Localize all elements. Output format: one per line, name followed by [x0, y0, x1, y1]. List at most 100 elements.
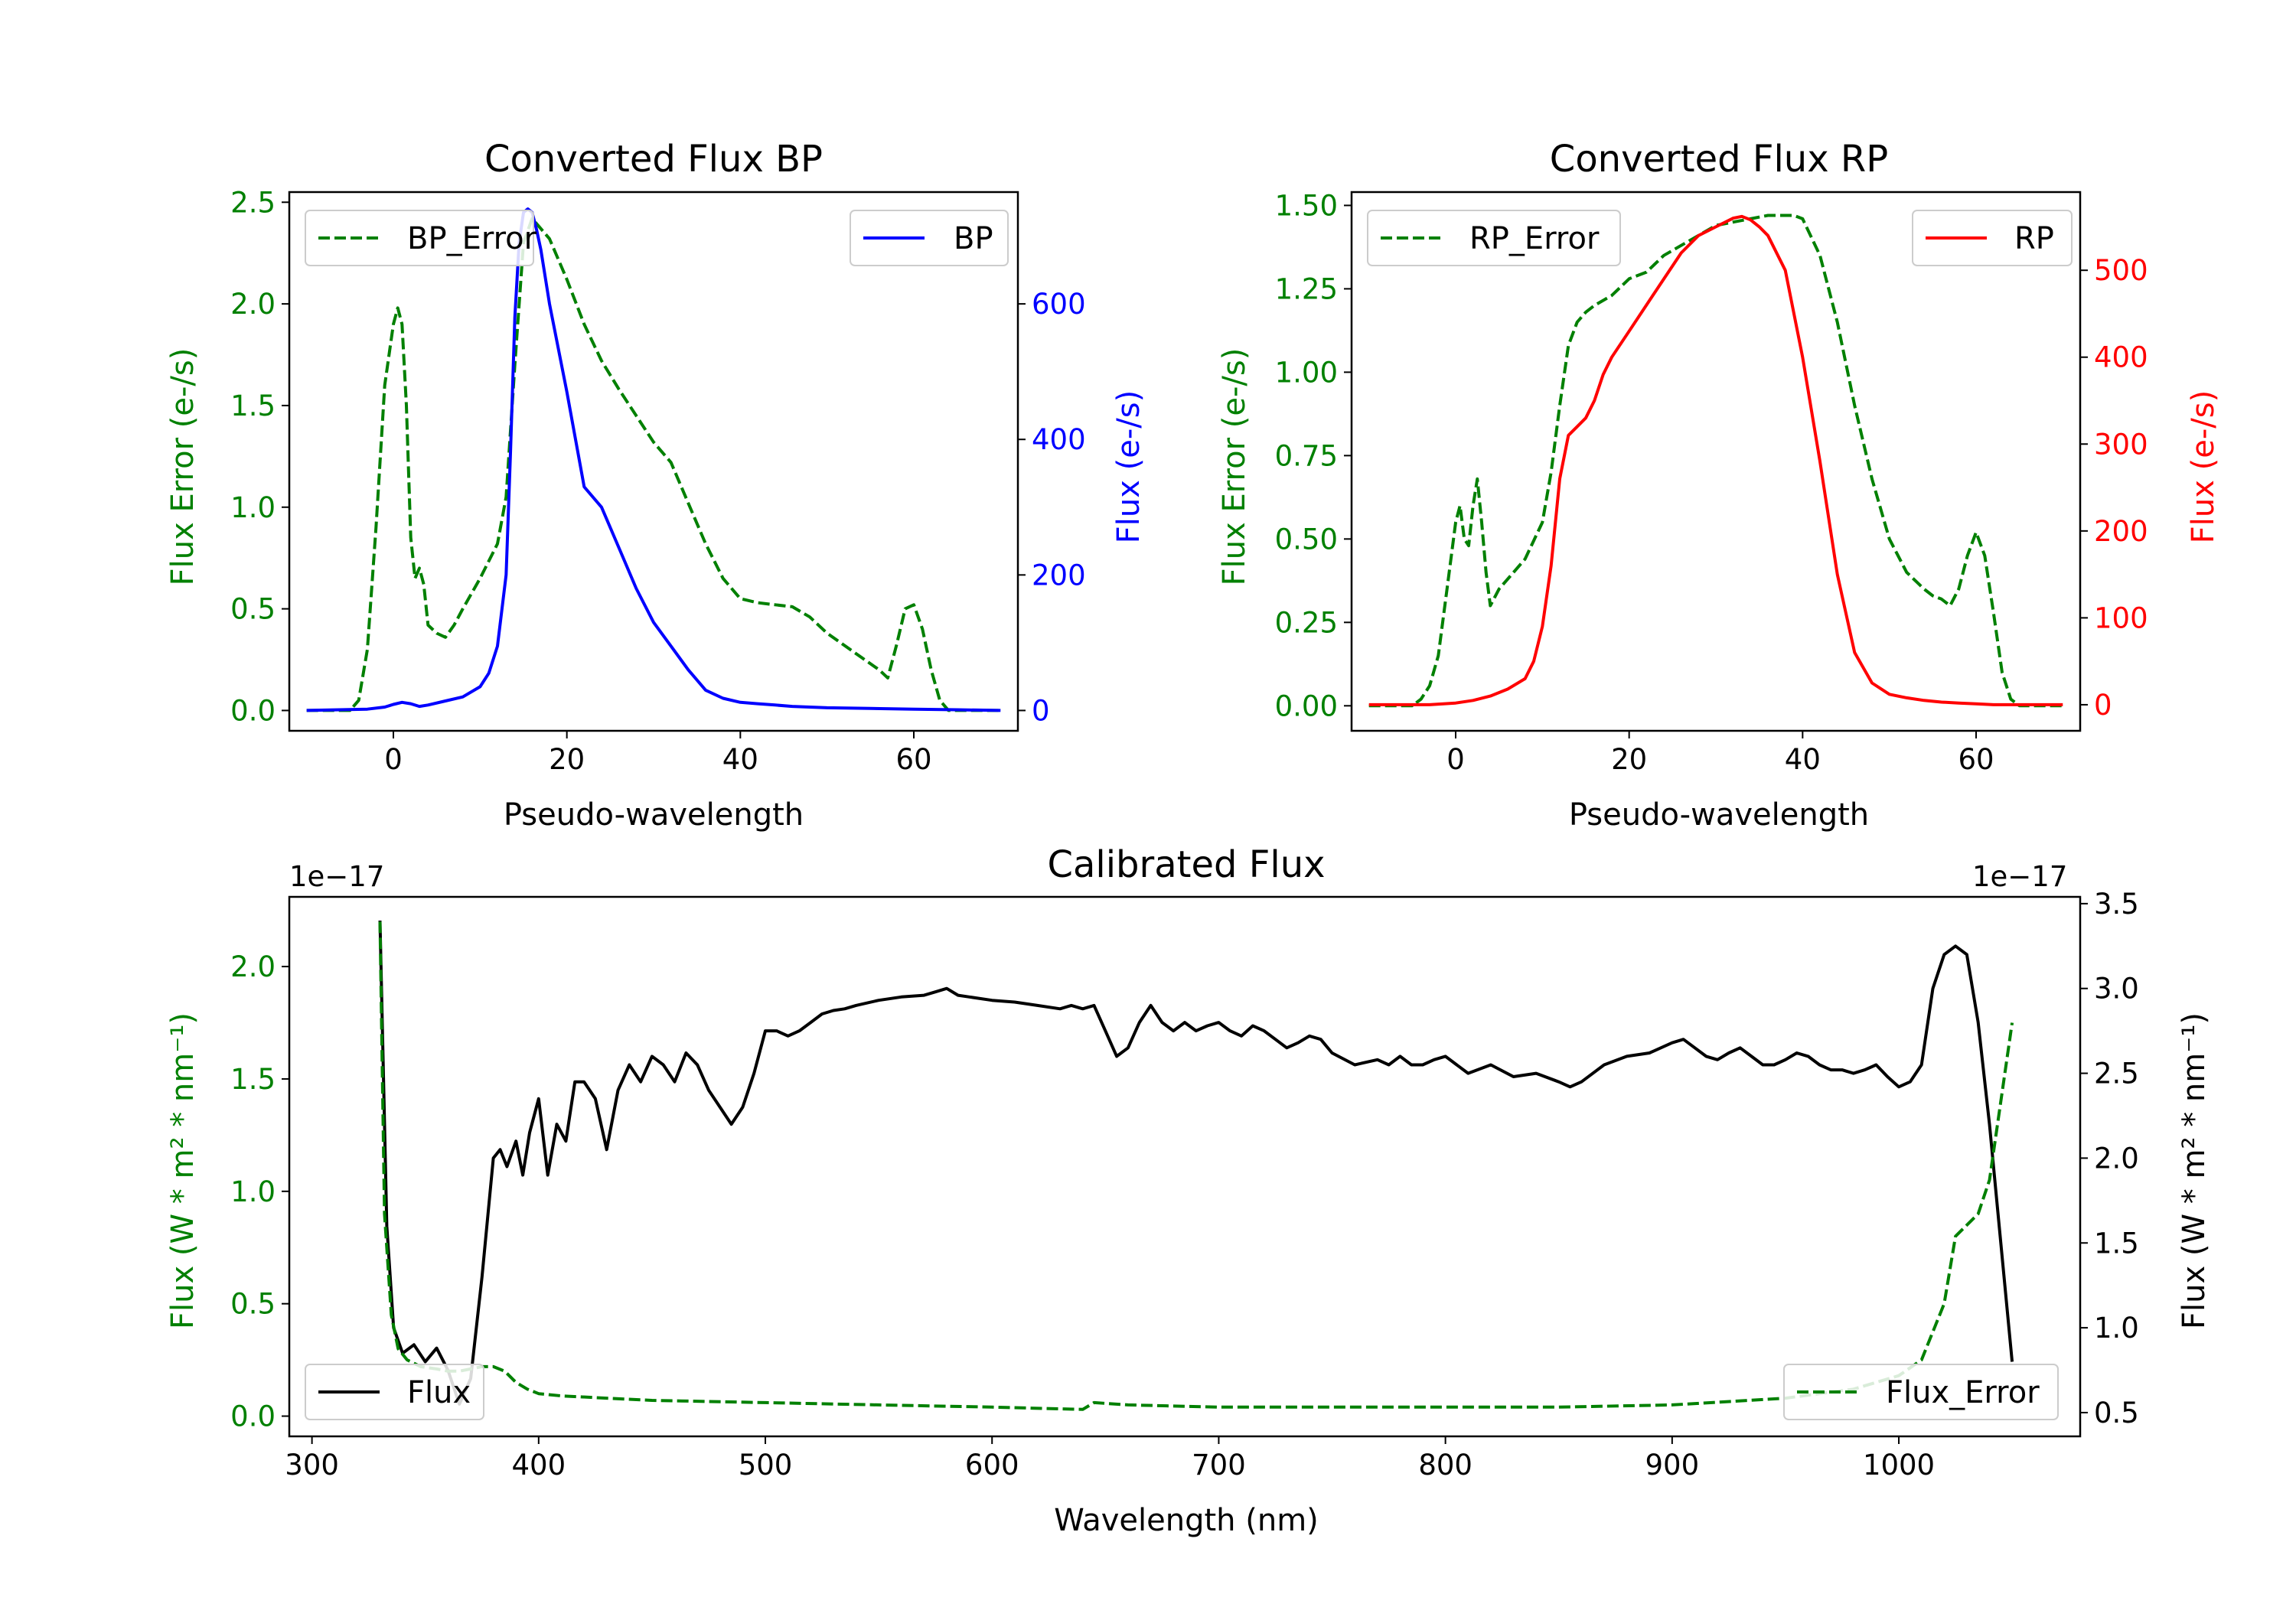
y2-tick-label: 2.5	[2094, 1058, 2139, 1090]
legend-label: BP_Error	[407, 221, 537, 256]
x-tick-label: 20	[549, 743, 585, 776]
x-tick-label: 600	[965, 1449, 1019, 1482]
y2-tick-label: 300	[2094, 428, 2148, 461]
legend-box	[305, 1364, 484, 1420]
x-tick-label: 60	[1958, 743, 1994, 776]
legend-right: BP	[850, 210, 1009, 266]
y-tick-label: 1.0	[230, 491, 276, 524]
y-axis-label-left: Flux (W * m² * nm⁻¹)	[165, 1012, 201, 1329]
x-tick-label: 20	[1611, 743, 1647, 776]
legend-label: Flux	[407, 1375, 471, 1410]
series-line-flux-error	[378, 921, 2014, 1411]
legend-box	[1367, 210, 1621, 266]
legend-label: RP_Error	[1469, 221, 1600, 256]
series-line-flux	[378, 920, 2014, 1406]
x-tick-label: 0	[384, 743, 403, 776]
y2-tick-label: 2.0	[2094, 1142, 2139, 1175]
x-tick-label: 800	[1418, 1449, 1473, 1482]
chart-title: Converted Flux BP	[484, 138, 823, 181]
axes-frame	[1350, 191, 2082, 732]
legend-box	[1912, 210, 2073, 266]
x-tick-label: 500	[739, 1449, 793, 1482]
x-axis-label: Pseudo-wavelength	[504, 797, 804, 833]
panel-converted-flux-bp: Converted Flux BP 0 20 40 60 0.0 0.5 1.0 1.5 2.…	[165, 138, 1146, 833]
x-axis-label: Pseudo-wavelength	[1569, 797, 1869, 833]
y2-tick-label: 1.0	[2094, 1312, 2139, 1345]
y2-tick-label: 600	[1032, 288, 1086, 321]
y-ticks-right: 0.5 1.0 1.5 2.0 2.5 3.0 3.5	[2080, 888, 2139, 1429]
axes-frame	[288, 191, 1019, 732]
y2-tick-label: 3.0	[2094, 973, 2139, 1006]
y-tick-label: 0.0	[230, 1400, 276, 1433]
series-line-rp-error	[1368, 214, 2063, 708]
plot-area	[288, 895, 2082, 1438]
axes-frame	[288, 895, 2082, 1438]
y-axis-label-left: Flux Error (e-/s)	[165, 348, 201, 586]
y-tick-label: 1.5	[230, 390, 276, 422]
panel-converted-flux-rp: Converted Flux RP 0 20 40 60 0.000.250.500.…	[1217, 138, 2221, 833]
legend-left: Flux	[305, 1364, 484, 1420]
y-tick-label: 0.75	[1275, 439, 1338, 472]
x-ticks: 300 400 500 600 700 800 900 1000	[285, 1436, 1935, 1482]
x-tick-label: 60	[895, 743, 931, 776]
y2-tick-label: 3.5	[2094, 888, 2139, 921]
legend-left: RP_Error	[1367, 210, 1621, 266]
x-axis-label: Wavelength (nm)	[1054, 1503, 1319, 1538]
x-ticks: 0 20 40 60	[1446, 731, 1994, 776]
x-tick-label: 40	[1785, 743, 1821, 776]
y-axis-label-right: Flux (e-/s)	[1111, 390, 1146, 543]
chart-title: Calibrated Flux	[1047, 843, 1325, 886]
y-tick-label: 0.5	[230, 593, 276, 626]
y-tick-label: 0.5	[230, 1288, 276, 1321]
y2-tick-label: 500	[2094, 254, 2148, 287]
y-tick-label: 0.0	[230, 694, 276, 727]
y-ticks-left: 0.0 0.5 1.0 1.5 2.0	[230, 950, 289, 1433]
y2-tick-label: 400	[1032, 423, 1086, 456]
x-tick-label: 300	[285, 1449, 339, 1482]
legend-right: Flux_Error	[1783, 1364, 2059, 1420]
y-tick-label: 0.00	[1275, 689, 1338, 722]
y-axis-label-left: Flux Error (e-/s)	[1217, 348, 1252, 586]
legend-label: RP	[2014, 221, 2054, 256]
series-line-bp	[306, 207, 1001, 712]
plot-area	[288, 191, 1019, 732]
legend-label: Flux_Error	[1886, 1375, 2040, 1410]
y-tick-label: 1.25	[1275, 272, 1338, 305]
x-tick-label: 0	[1446, 743, 1465, 776]
series-line-rp	[1368, 214, 2063, 706]
plot-area	[1350, 191, 2082, 732]
y2-tick-label: 0.5	[2094, 1397, 2139, 1429]
y2-tick-label: 100	[2094, 601, 2148, 634]
y-offset-right: 1e−17	[1972, 860, 2067, 893]
y-tick-label: 0.25	[1275, 606, 1338, 639]
y2-tick-label: 0	[1032, 694, 1050, 727]
legend-box	[850, 210, 1009, 266]
legend-box	[305, 210, 534, 266]
x-tick-label: 1000	[1863, 1449, 1935, 1482]
y-tick-label: 2.0	[230, 950, 276, 983]
y-tick-label: 1.50	[1275, 189, 1338, 222]
y-ticks-right: 0 200 400 600	[1018, 288, 1086, 727]
x-tick-label: 400	[512, 1449, 566, 1482]
y2-tick-label: 0	[2094, 689, 2112, 722]
y2-tick-label: 1.5	[2094, 1227, 2139, 1260]
legend-box	[1783, 1364, 2059, 1420]
y-ticks-left: 0.0 0.5 1.0 1.5 2.0 2.5	[230, 186, 289, 727]
x-ticks: 0 20 40 60	[384, 731, 932, 776]
series-line-bp-error	[306, 217, 1001, 712]
y-tick-label: 1.5	[230, 1063, 276, 1096]
chart-title: Converted Flux RP	[1550, 138, 1888, 181]
y2-tick-label: 200	[2094, 515, 2148, 548]
legend-label: BP	[954, 221, 993, 256]
legend-right: RP	[1912, 210, 2073, 266]
y-tick-label: 2.0	[230, 288, 276, 321]
legend-left: BP_Error	[305, 210, 537, 266]
y-axis-label-right: Flux (W * m² * nm⁻¹)	[2177, 1012, 2212, 1329]
y-offset-left: 1e−17	[289, 860, 384, 893]
y2-tick-label: 400	[2094, 341, 2148, 374]
y-tick-label: 2.5	[230, 186, 276, 219]
y-tick-label: 1.0	[230, 1175, 276, 1208]
y-ticks-left: 0.00 0.25 0.50 0.75 1.00 1.25 1.50	[1275, 189, 1352, 722]
